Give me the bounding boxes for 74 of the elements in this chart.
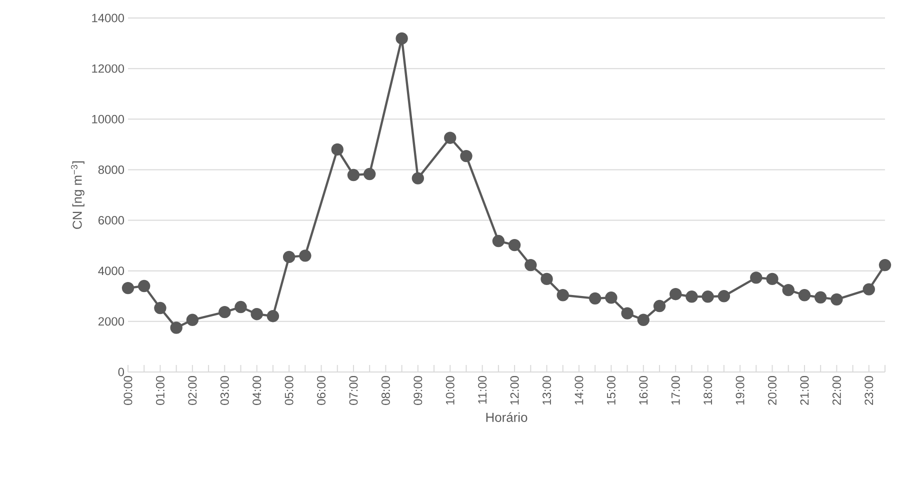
x-tick-label: 12:00 — [510, 376, 519, 405]
point — [282, 250, 296, 264]
point — [878, 258, 892, 272]
x-tick-label: 20:00 — [768, 376, 776, 405]
point — [540, 272, 553, 286]
point — [170, 322, 182, 334]
x-tick-label: 10:00 — [446, 376, 454, 405]
point — [718, 290, 730, 302]
point — [830, 293, 843, 306]
point — [347, 168, 360, 182]
point — [186, 314, 199, 326]
point — [782, 284, 794, 296]
x-tick-label: 19:00 — [736, 376, 744, 405]
x-tick-label: 00:00 — [124, 376, 132, 405]
point — [766, 272, 778, 286]
point — [266, 310, 280, 322]
x-tick-label: 04:00 — [252, 376, 262, 405]
x-tick-label: 06:00 — [317, 376, 326, 405]
point — [122, 282, 134, 294]
point — [331, 143, 344, 156]
x-tick-label: 01:00 — [156, 376, 164, 405]
point — [299, 250, 312, 262]
point — [588, 292, 602, 305]
y-tick-label: 8000 — [98, 165, 124, 174]
y-tick-label: 14000 — [92, 14, 124, 22]
x-tick-label: 02:00 — [188, 376, 197, 405]
point — [621, 307, 634, 320]
x-tick-label: 22:00 — [832, 376, 841, 405]
point — [154, 302, 166, 314]
x-tick-label: 05:00 — [284, 376, 294, 405]
point — [862, 283, 875, 296]
x-tick-label: 18:00 — [704, 376, 712, 405]
x-tick-label: 13:00 — [542, 376, 551, 405]
point — [234, 300, 247, 314]
y-tick-label: 10000 — [92, 114, 124, 124]
point — [686, 290, 698, 303]
point — [814, 291, 827, 304]
point — [653, 300, 666, 312]
point — [605, 292, 618, 304]
point — [492, 234, 505, 248]
point — [556, 289, 569, 302]
point — [798, 289, 811, 302]
point — [637, 314, 650, 326]
y-tick-label: 2000 — [98, 317, 124, 326]
x-tick-label: 09:00 — [414, 376, 422, 405]
x-tick-label: 08:00 — [381, 376, 390, 405]
point — [364, 168, 376, 180]
point — [508, 238, 521, 252]
y-axis-title: CN [ng m$^{−3}$] — [71, 161, 84, 229]
y-tick-label: 4000 — [98, 266, 124, 276]
x-tick-label: 11:00 — [478, 376, 487, 404]
point — [750, 272, 762, 284]
y-tick-label: 12000 — [92, 64, 124, 73]
x-tick-label: 16:00 — [639, 376, 648, 405]
point — [412, 172, 424, 184]
point — [460, 150, 472, 162]
point — [138, 280, 150, 292]
x-tick-label: 17:00 — [671, 376, 680, 405]
point — [524, 258, 537, 272]
x-tick-label: 03:00 — [220, 376, 229, 405]
x-axis-title: Horário — [486, 412, 528, 422]
y-tick-label: 6000 — [98, 216, 124, 225]
point — [218, 306, 231, 318]
point — [670, 288, 682, 300]
x-tick-label: 21:00 — [800, 376, 809, 405]
x-tick-label: 15:00 — [606, 376, 616, 405]
point — [396, 32, 408, 45]
point — [444, 132, 456, 144]
point — [250, 308, 263, 320]
x-tick-label: 14:00 — [574, 376, 584, 405]
x-tick-label: 23:00 — [864, 376, 874, 405]
x-tick-label: 07:00 — [349, 376, 358, 405]
point — [702, 290, 714, 303]
y-tick-label: 0 — [118, 368, 124, 376]
